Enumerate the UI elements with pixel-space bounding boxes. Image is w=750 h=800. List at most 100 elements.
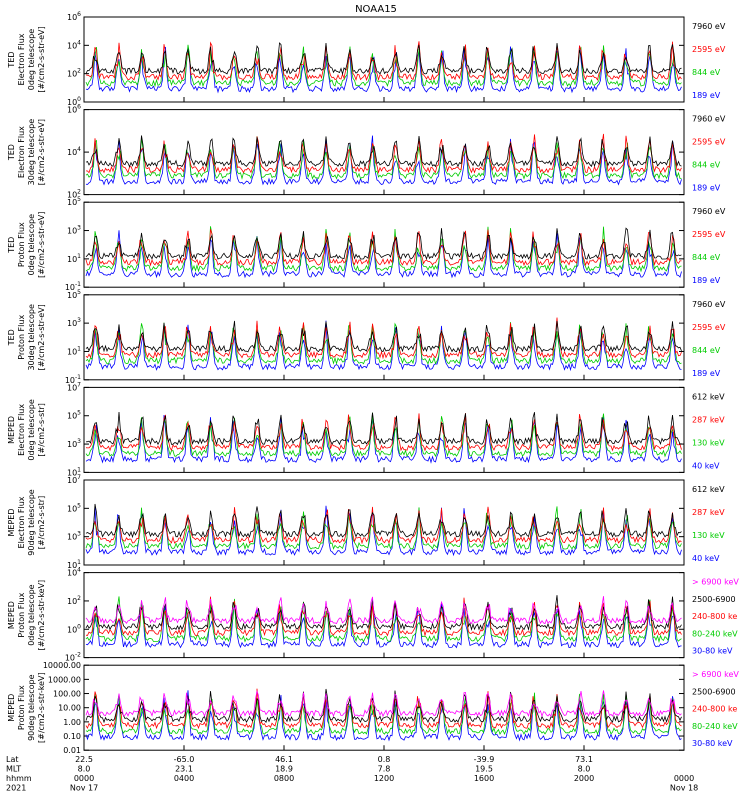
- series-trace: [85, 688, 682, 724]
- x-row-label: MLT: [6, 764, 21, 773]
- x-tick-label-mlt: 19.5: [475, 764, 493, 773]
- y-tick-label: 101: [67, 345, 81, 356]
- x-tick-label-hhmm: 0000: [74, 774, 94, 783]
- y-tick-label: 105: [67, 196, 81, 207]
- y-axis-label: [#/cm2-s-str-eV]: [37, 304, 46, 370]
- series-trace: [85, 229, 682, 267]
- panel-2: 102 104 106 TED Electron Flux 30deg telescope…: [7, 104, 726, 200]
- legend-entry: 40 keV: [692, 461, 720, 470]
- series-trace: [85, 322, 682, 365]
- y-tick-label: 10-1: [65, 281, 81, 292]
- series-trace: [85, 506, 682, 545]
- series-trace: [85, 413, 682, 452]
- y-tick-label: 10000.00: [43, 661, 81, 670]
- series-trace: [85, 42, 682, 76]
- legend-entry: 130 keV: [692, 438, 725, 447]
- x-row-label: 2021: [6, 783, 26, 792]
- series-trace: [85, 133, 682, 175]
- legend-entry: 2500-6900: [692, 595, 736, 604]
- legend-entry: 7960 eV: [692, 115, 726, 124]
- y-tick-label: 102: [67, 68, 81, 79]
- y-axis-label: Electron Flux: [17, 404, 26, 456]
- x-tick-label-hhmm: 0000: [674, 774, 694, 783]
- y-axis-label: TED: [7, 144, 16, 161]
- series-trace: [85, 320, 682, 353]
- series-trace: [85, 689, 682, 718]
- y-tick-label: 101: [67, 253, 81, 264]
- panel-1: 100 102 104 106 TED Electron Flux 0deg telesco…: [7, 11, 726, 107]
- legend-entry: 30-80 keV: [692, 647, 733, 656]
- legend-entry: 80-240 keV: [692, 629, 738, 638]
- y-axis-label: TED: [7, 329, 16, 346]
- y-axis-label: 0deg telescope: [27, 584, 36, 645]
- y-axis-label: [#/cm2-s-str-eV]: [37, 212, 46, 278]
- panel-frame: [83, 479, 685, 566]
- series-trace: [85, 596, 682, 637]
- x-tick-label-mlt: 23.1: [175, 764, 193, 773]
- y-tick-label: 102: [67, 595, 81, 606]
- y-tick-label: 10.00: [58, 704, 81, 713]
- panel-frame: [83, 664, 685, 751]
- trace-group: [85, 595, 682, 649]
- legend-entry: 189 eV: [692, 91, 721, 100]
- series-trace: [85, 135, 682, 186]
- y-axis-label: MEPED: [7, 416, 16, 444]
- y-axis-label: 90deg telescope: [27, 674, 36, 741]
- y-tick-label: 103: [67, 317, 81, 328]
- legend-entry: 7960 eV: [692, 207, 726, 216]
- trace-group: [85, 688, 682, 742]
- y-axis-label: 0deg telescope: [27, 214, 36, 275]
- legend-entry: 2595 eV: [692, 230, 726, 239]
- legend-entry: > 6900 keV: [692, 578, 739, 587]
- series-trace: [85, 227, 682, 261]
- x-tick-label-mlt: 7.8: [378, 764, 391, 773]
- y-tick-label: 100.00: [53, 690, 81, 699]
- legend-entry: 2595 eV: [692, 323, 726, 332]
- series-trace: [85, 412, 682, 458]
- series-trace: [85, 226, 682, 273]
- y-tick-label: 105: [67, 410, 81, 421]
- y-tick-label: 101: [67, 466, 81, 477]
- y-axis-label: [#/cm2-s-str-eV]: [37, 119, 46, 185]
- x-tick-label-lat: 46.1: [275, 755, 293, 764]
- x-tick-label-date: Nov 18: [670, 783, 698, 792]
- y-axis-label: Electron Flux: [17, 33, 26, 85]
- legend-entry: 7960 eV: [692, 22, 726, 31]
- y-axis-label: TED: [7, 237, 16, 254]
- series-trace: [85, 230, 682, 279]
- y-tick-label: 104: [67, 39, 81, 50]
- trace-group: [85, 226, 682, 279]
- y-axis-label: MEPED: [7, 694, 16, 722]
- x-tick-label-mlt: 8.0: [578, 764, 591, 773]
- x-tick-label-lat: 73.1: [575, 755, 593, 764]
- x-tick-label-lat: 22.5: [75, 755, 93, 764]
- legend-entry: 7960 eV: [692, 300, 726, 309]
- y-axis-label: 30deg telescope: [27, 119, 36, 186]
- trace-group: [85, 503, 682, 557]
- y-tick-label: 104: [67, 567, 81, 578]
- panel-4: 10-1 101 103 105 TED Proton Flux 30deg telesco…: [7, 289, 726, 385]
- legend-entry: 189 eV: [692, 369, 721, 378]
- series-trace: [85, 688, 682, 730]
- y-tick-label: 106: [67, 104, 81, 115]
- legend-entry: 80-240 keV: [692, 722, 738, 731]
- legend-entry: 130 keV: [692, 531, 725, 540]
- legend-entry: 287 keV: [692, 508, 725, 517]
- panel-5: 101 103 105 107 MEPED Electron Flux 0deg teles…: [7, 381, 725, 477]
- panel-6: 101 103 105 107 MEPED Electron Flux 90deg tele…: [7, 474, 725, 570]
- x-tick-label-lat: -65.0: [174, 755, 195, 764]
- x-tick-label-hhmm: 2000: [574, 774, 594, 783]
- x-tick-label-lat: 0.8: [378, 755, 391, 764]
- x-tick-label-hhmm: 1600: [474, 774, 494, 783]
- trace-group: [85, 317, 682, 372]
- y-tick-label: 0.01: [63, 746, 81, 755]
- y-tick-label: 105: [67, 289, 81, 300]
- y-tick-label: 100: [67, 623, 81, 634]
- y-axis-label: 90deg telescope: [27, 489, 36, 556]
- x-tick-label-mlt: 18.9: [275, 764, 293, 773]
- y-axis-label: MEPED: [7, 509, 16, 537]
- x-tick-label-hhmm: 1200: [374, 774, 394, 783]
- y-tick-label: 100: [67, 96, 81, 107]
- legend-entry: > 6900 keV: [692, 670, 739, 679]
